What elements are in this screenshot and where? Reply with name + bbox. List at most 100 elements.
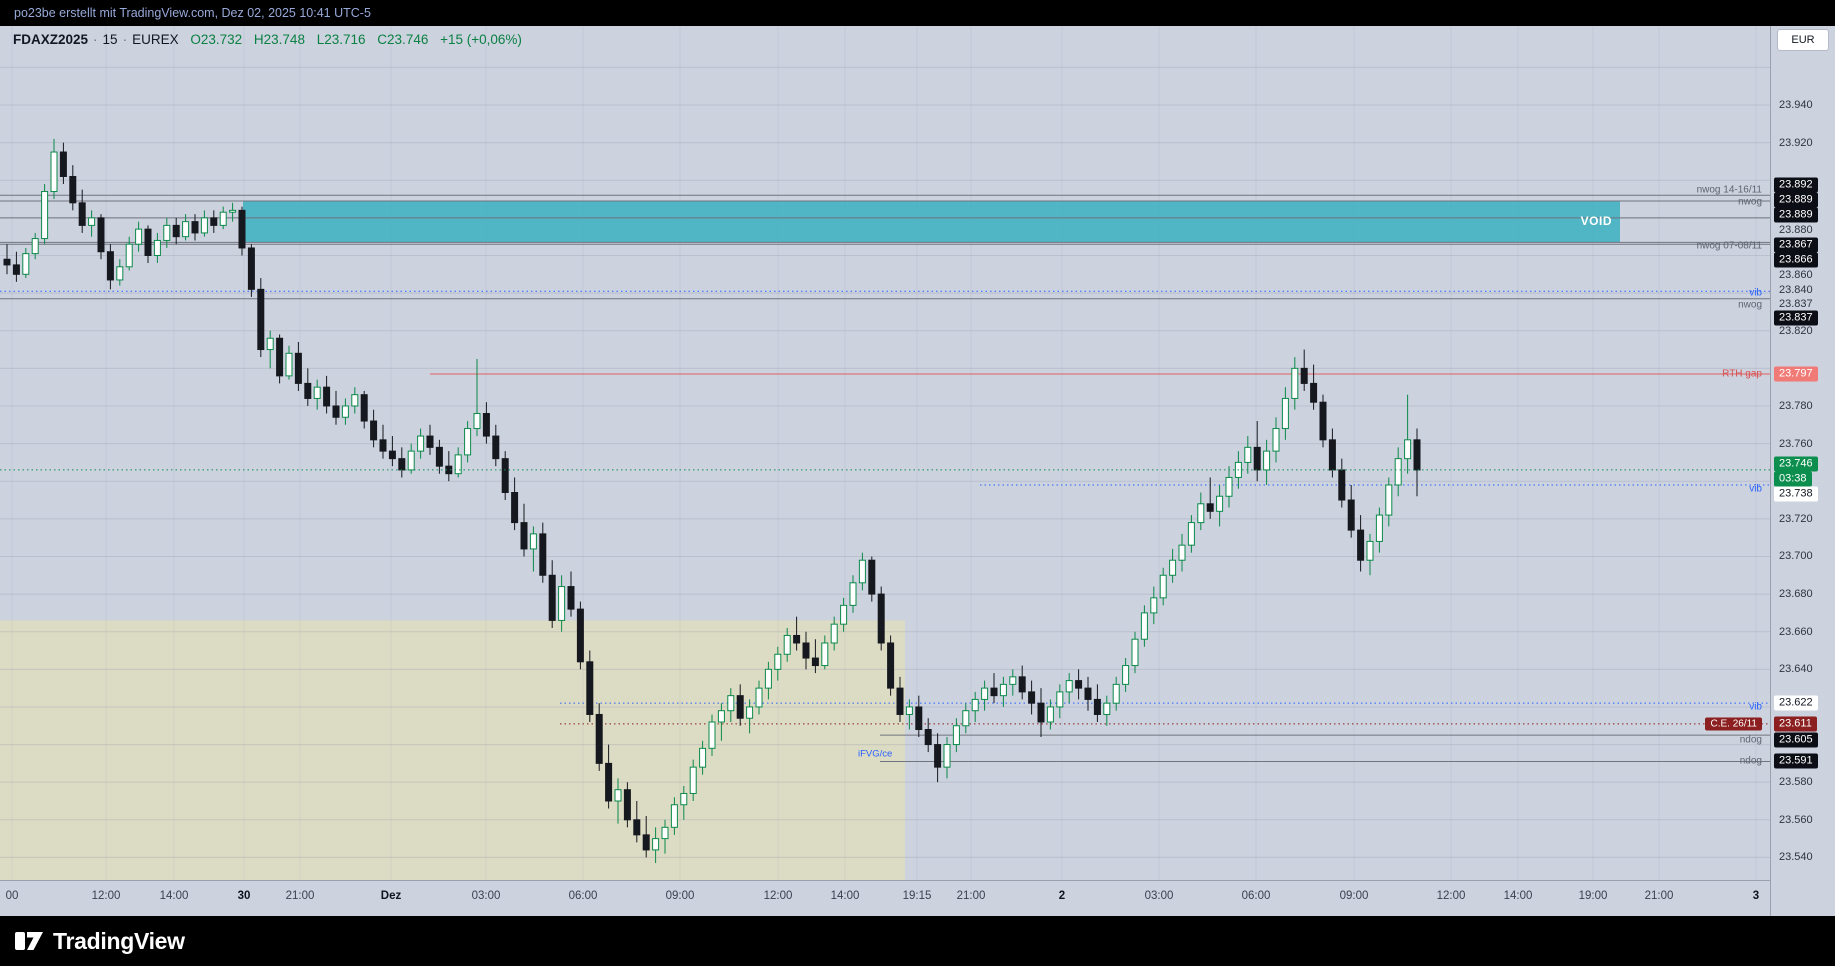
candle-up [88, 217, 96, 226]
candle-up [783, 634, 791, 655]
candle-up [1272, 428, 1280, 452]
candle-up [952, 725, 960, 746]
candle-down [567, 586, 575, 610]
candle-down [294, 352, 302, 384]
chart-plot[interactable] [0, 26, 1770, 880]
candle-down [934, 744, 942, 768]
candlestick-chart[interactable] [0, 26, 1770, 880]
tradingview-logo-icon[interactable] [14, 928, 44, 954]
time-tick-label: 14:00 [159, 890, 189, 902]
candle-up [971, 698, 979, 712]
candle-down [370, 420, 378, 441]
price-tick-label: 23.660 [1779, 626, 1813, 638]
price-tick-label: 23.540 [1779, 851, 1813, 863]
time-tick-label: 14:00 [830, 890, 860, 902]
candle-up [614, 789, 622, 802]
candle-up [200, 217, 208, 234]
candle-up [981, 687, 989, 700]
price-badge: 23.889 [1774, 192, 1818, 208]
currency-button[interactable]: EUR [1777, 29, 1829, 51]
candle-down [1357, 529, 1365, 561]
candle-down [12, 264, 20, 275]
candle-down [69, 175, 77, 204]
candle-up [1169, 559, 1177, 576]
candle-down [586, 661, 594, 715]
time-tick-label: 06:00 [568, 890, 598, 902]
candle-up [746, 706, 754, 719]
price-badge: 23.892 [1774, 177, 1818, 193]
tradingview-brand-text[interactable]: TradingView [53, 927, 185, 954]
price-badge: 23.837 [1774, 310, 1818, 326]
legend-separator: · [122, 32, 128, 47]
ohlc-high: H23.748 [253, 32, 305, 47]
candle-up [313, 386, 321, 399]
price-tick-label: 23.820 [1779, 325, 1813, 337]
price-axis[interactable]: EUR 23.940 23.920 23.880 23.860 23.840 23.837… [1770, 26, 1835, 916]
interval-label[interactable]: 15 [102, 32, 118, 47]
candle-down [97, 217, 105, 253]
candle-down [388, 450, 396, 460]
watermark-bar: po23be erstellt mit TradingView.com, Dez… [0, 0, 1835, 26]
candle-down [360, 394, 368, 422]
candle-down [868, 559, 876, 595]
price-tick-label: 23.580 [1779, 776, 1813, 788]
price-badge: 23.866 [1774, 252, 1818, 268]
candle-up [153, 239, 161, 256]
candle-up [755, 687, 763, 708]
session-highlight-region [0, 620, 905, 880]
time-axis[interactable]: 00 12:00 14:00 30 21:00 Dez 03:00 06:00 09:00 12:… [0, 880, 1770, 917]
candle-up [116, 266, 124, 281]
watermark-text: po23be erstellt mit TradingView.com, Dez… [14, 6, 371, 20]
candle-down [191, 221, 199, 234]
candle-down [238, 209, 246, 249]
candle-down [492, 435, 500, 460]
legend-separator: · [93, 32, 98, 47]
price-badge: 23.611 [1774, 716, 1817, 732]
candle-up [661, 826, 669, 840]
candle-down [924, 729, 932, 746]
candle-up [1244, 446, 1252, 463]
ohlc-open: O23.732 [190, 32, 243, 47]
price-badge: 23.622 [1774, 695, 1818, 711]
candle-down [736, 695, 744, 719]
candle-up [1150, 597, 1158, 614]
price-tick-label: 23.920 [1779, 137, 1813, 149]
candle-down [78, 202, 86, 226]
price-tick-label: 23.860 [1779, 269, 1813, 281]
candle-up [1046, 706, 1054, 723]
time-tick-label: Dez [380, 890, 402, 902]
price-badge: 23.591 [1774, 753, 1818, 769]
time-tick-label: 12:00 [763, 890, 793, 902]
candle-down [1028, 691, 1036, 704]
candle-down [877, 593, 885, 644]
candle-down [802, 642, 810, 659]
candle-up [1187, 522, 1195, 546]
candle-up [1225, 476, 1233, 497]
time-tick-label: 21:00 [956, 890, 986, 902]
candle-up [1009, 676, 1017, 685]
symbol-legend[interactable]: FDAXZ2025 · 15 · EUREX O23.732 H23.748 L23.7… [13, 32, 522, 47]
candle-up [22, 253, 30, 275]
candle-up [50, 151, 58, 193]
candle-down [623, 789, 631, 821]
symbol-name[interactable]: FDAXZ2025 [13, 32, 89, 47]
change-label: +15 (+0,06%) [440, 32, 522, 47]
candle-down [1018, 676, 1026, 693]
candle-down [172, 224, 180, 238]
candle-up [1131, 638, 1139, 667]
candle-up [821, 642, 829, 667]
candle-up [1385, 484, 1393, 516]
candle-down [642, 834, 650, 851]
candle-down [1338, 469, 1346, 501]
candle-down [811, 657, 819, 667]
candle-down [3, 258, 11, 266]
ohlc-close: C23.746 [377, 32, 429, 47]
candle-up [1112, 683, 1120, 704]
candle-down [1093, 698, 1101, 715]
price-badge: 03:38 [1774, 471, 1812, 487]
time-tick-label: 00 [5, 890, 19, 902]
time-tick-label: 03:00 [1144, 890, 1174, 902]
candle-up [1122, 665, 1130, 685]
candle-down [605, 762, 613, 802]
candle-up [858, 559, 866, 584]
